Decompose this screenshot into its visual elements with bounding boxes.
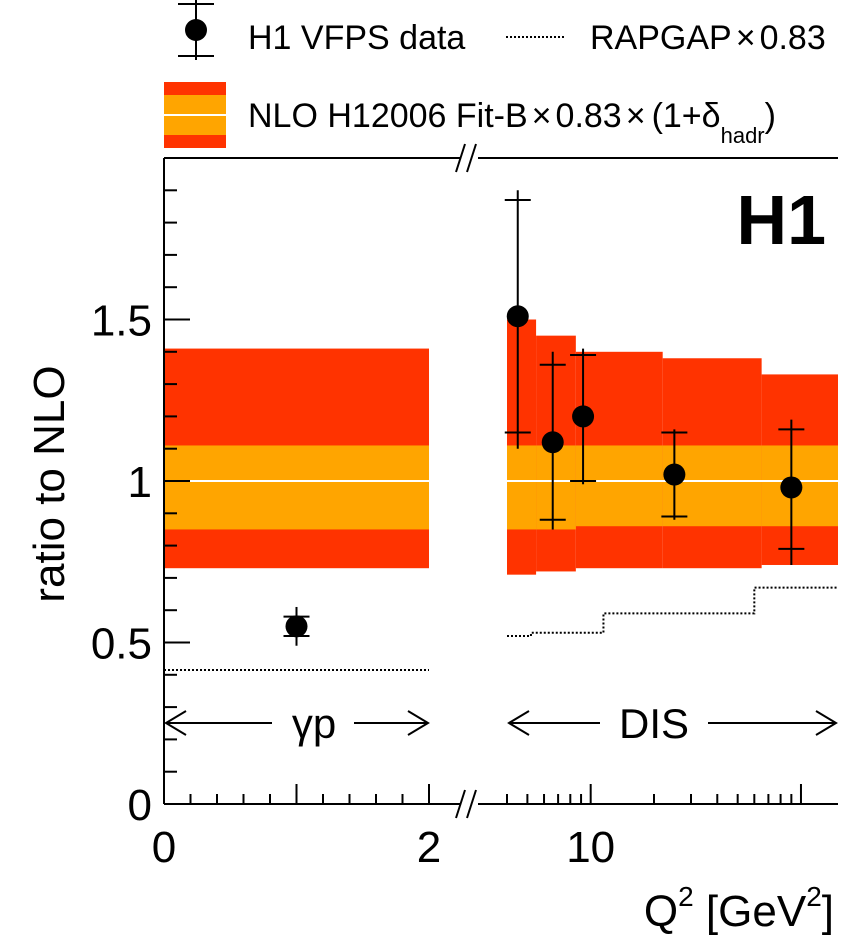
axis-break-top <box>455 143 477 173</box>
dis-arrow-left-head <box>507 710 530 736</box>
gp-inner-band <box>164 445 429 530</box>
gp-point-0-marker <box>285 615 308 638</box>
dis-point-4 <box>778 419 805 565</box>
dis-point-1 <box>539 351 566 530</box>
dis-region-label: DIS <box>619 700 689 747</box>
dis-arrow-right-head <box>815 710 838 736</box>
gp-arrow-left <box>164 710 272 736</box>
dis-point-4-marker <box>780 476 803 499</box>
y-tick-label-1: 0.5 <box>91 620 152 669</box>
axis-break-bottom <box>455 789 477 819</box>
gp-x-tick-label-0: 0 <box>152 823 176 872</box>
dis-point-2 <box>570 348 597 485</box>
dis-rapgap-line <box>507 586 838 638</box>
legend-nlo-delta-sub: hadr <box>721 123 765 148</box>
dis-point-1-marker <box>541 431 564 454</box>
y-axis-title: ratio to NLO <box>25 365 74 602</box>
y-tick-label-2: 1 <box>128 458 152 507</box>
dis-point-0-marker <box>506 305 529 328</box>
dis-point-0 <box>504 190 531 449</box>
dis-inner-band-1 <box>536 445 576 530</box>
plot-area: γp DIS <box>164 190 838 747</box>
dis-point-3 <box>661 429 688 520</box>
experiment-label: H1 <box>737 181 826 259</box>
dis-inner-band-2 <box>575 445 663 527</box>
legend-rapgap-label: RAPGAP × 0.83 <box>590 19 826 57</box>
legend-rapgap-factor: 0.83 <box>760 19 826 57</box>
y-tick-label-3: 1.5 <box>91 297 152 346</box>
gp-point-0 <box>283 606 310 646</box>
dis-point-3-marker <box>663 463 686 486</box>
legend-nlo-swatch <box>164 82 226 148</box>
dis-inner-band-0 <box>507 445 537 530</box>
gp-arrow-right-head <box>407 710 430 736</box>
dis-arrow-right <box>708 710 838 736</box>
dis-x-tick-label-0: 10 <box>566 823 615 872</box>
legend-data-label: H1 VFPS data <box>248 19 465 57</box>
legend-nlo-name: NLO H12006 Fit-B <box>248 97 528 135</box>
dis-arrow-left <box>507 710 600 736</box>
legend: H1 VFPS data RAPGAP × 0.83 NLO H12006 Fit-… <box>164 0 826 148</box>
legend-data-marker <box>178 0 214 60</box>
x-axis-title: Q2 [GeV2] <box>644 881 834 936</box>
legend-nlo-label: NLO H12006 Fit-B × 0.83 × (1+δhadr) <box>248 97 776 148</box>
gp-arrow-left-head <box>164 710 187 736</box>
legend-nlo-factor: 0.83 <box>556 97 622 135</box>
gp-x-tick-label-1: 2 <box>417 823 441 872</box>
gp-arrow-right <box>354 710 430 736</box>
axes: 0 0.5 1 1.5 0 2 10 <box>91 143 838 872</box>
legend-nlo-delta: (1+δ <box>652 97 721 135</box>
legend-rapgap-name: RAPGAP <box>590 19 732 57</box>
y-tick-label-0: 0 <box>128 781 152 830</box>
dis-inner-band-3 <box>662 445 762 527</box>
legend-nlo-delta-close: ) <box>765 97 776 135</box>
gp-region-label: γp <box>292 700 336 747</box>
dis-point-2-marker <box>572 405 595 428</box>
